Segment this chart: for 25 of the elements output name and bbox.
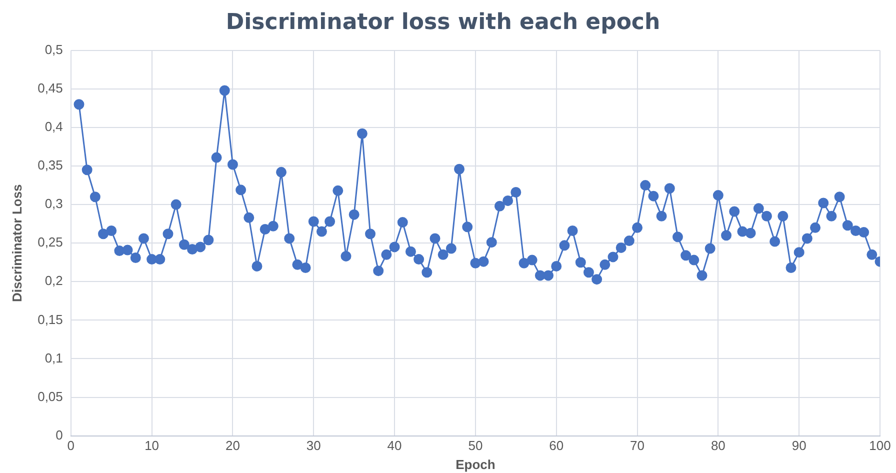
y-tick-label: 0,3 xyxy=(44,196,63,212)
y-tick-label: 0,1 xyxy=(44,350,63,366)
y-tick-label: 0,4 xyxy=(44,119,63,134)
y-tick-label: 0,5 xyxy=(44,42,63,57)
x-tick-label: 40 xyxy=(387,438,402,454)
y-tick-label: 0,35 xyxy=(38,158,63,173)
x-tick-label: 60 xyxy=(549,438,564,454)
x-tick-label: 100 xyxy=(869,438,891,454)
x-tick-label: 0 xyxy=(67,438,75,454)
y-tick-label: 0 xyxy=(56,427,63,442)
x-tick-label: 30 xyxy=(306,438,321,454)
x-tick-label: 10 xyxy=(144,438,160,454)
y-axis-title: Discriminator Loss xyxy=(9,184,24,302)
x-tick-label: 50 xyxy=(468,438,483,454)
x-tick-label: 90 xyxy=(792,438,806,454)
x-tick-label: 20 xyxy=(225,438,240,454)
y-tick-label: 0,45 xyxy=(38,80,63,96)
chart-title: Discriminator loss with each epoch xyxy=(226,10,660,35)
y-tick-label: 0,25 xyxy=(38,234,63,250)
x-tick-label: 80 xyxy=(710,438,726,454)
x-axis-title: Epoch xyxy=(456,456,496,472)
y-tick-label: 0,15 xyxy=(38,312,63,327)
x-tick-label: 70 xyxy=(630,438,645,454)
y-tick-label: 0,2 xyxy=(44,273,63,288)
y-tick-label: 0,05 xyxy=(38,388,63,404)
